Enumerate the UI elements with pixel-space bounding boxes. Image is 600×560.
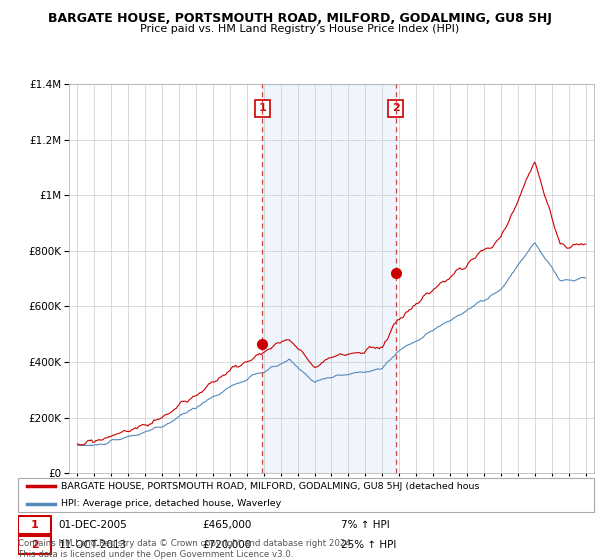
Text: 01-DEC-2005: 01-DEC-2005 [58,520,127,530]
Text: 2: 2 [31,540,38,550]
Text: 2: 2 [392,104,400,114]
Text: 1: 1 [31,520,38,530]
FancyBboxPatch shape [18,516,52,534]
Text: 25% ↑ HPI: 25% ↑ HPI [341,540,396,550]
FancyBboxPatch shape [18,478,594,512]
Text: HPI: Average price, detached house, Waverley: HPI: Average price, detached house, Wave… [61,499,281,508]
Text: 1: 1 [259,104,266,114]
Text: £720,000: £720,000 [202,540,251,550]
Text: Contains HM Land Registry data © Crown copyright and database right 2024.
This d: Contains HM Land Registry data © Crown c… [18,539,353,559]
Text: £465,000: £465,000 [202,520,251,530]
Bar [262,84,395,473]
Text: Price paid vs. HM Land Registry’s House Price Index (HPI): Price paid vs. HM Land Registry’s House … [140,24,460,34]
Text: BARGATE HOUSE, PORTSMOUTH ROAD, MILFORD, GODALMING, GU8 5HJ: BARGATE HOUSE, PORTSMOUTH ROAD, MILFORD,… [48,12,552,25]
Text: BARGATE HOUSE, PORTSMOUTH ROAD, MILFORD, GODALMING, GU8 5HJ (detached hous: BARGATE HOUSE, PORTSMOUTH ROAD, MILFORD,… [61,482,480,491]
Text: 11-OCT-2013: 11-OCT-2013 [58,540,127,550]
Text: 7% ↑ HPI: 7% ↑ HPI [341,520,389,530]
FancyBboxPatch shape [18,536,52,554]
